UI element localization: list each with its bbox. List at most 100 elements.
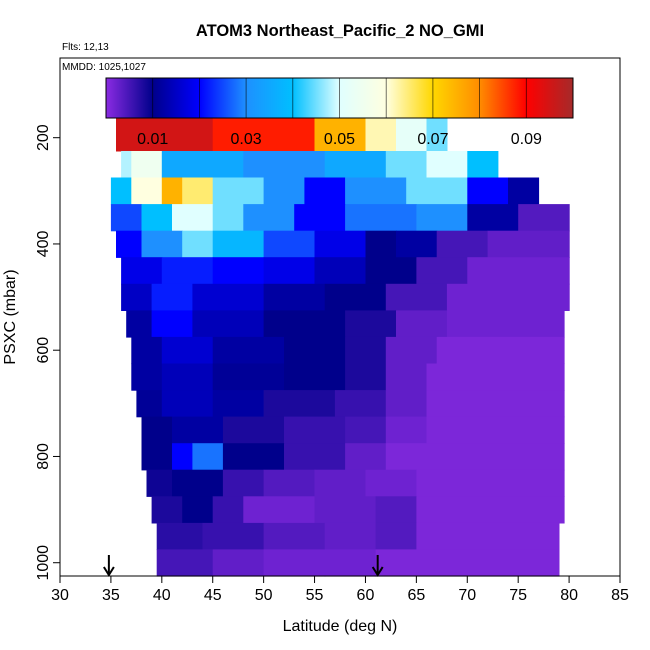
heatmap-cell bbox=[146, 469, 173, 497]
heatmap-cell bbox=[116, 116, 214, 152]
x-tick-label: 60 bbox=[357, 587, 375, 604]
colorbar: 0.01 0.03 0.05 0.07 0.09 bbox=[105, 77, 574, 148]
x-tick-label: 65 bbox=[407, 587, 425, 604]
heatmap-cell bbox=[202, 522, 265, 551]
heatmap-cell bbox=[304, 177, 346, 205]
heatmap-cell bbox=[314, 116, 366, 152]
colorbar-tick-label: 0.01 bbox=[137, 131, 168, 148]
heatmap-cell bbox=[182, 177, 214, 205]
heatmap-cell bbox=[416, 522, 560, 551]
y-tick-label: 400 bbox=[35, 231, 52, 258]
heatmap-cell bbox=[385, 336, 438, 365]
colorbar-tick-labels: 0.01 0.03 0.05 0.07 0.09 bbox=[137, 131, 542, 148]
heatmap-cell bbox=[212, 549, 265, 577]
y-tick-label: 200 bbox=[35, 124, 52, 151]
latitude-arrows bbox=[103, 555, 384, 577]
heatmap-cell bbox=[172, 469, 224, 497]
chart-title: ATOM3 Northeast_Pacific_2 NO_GMI bbox=[196, 22, 484, 40]
heatmap-cell bbox=[212, 177, 265, 205]
heatmap-cell bbox=[151, 283, 193, 311]
heatmap-cell bbox=[141, 416, 173, 444]
heatmap-cell bbox=[314, 230, 366, 258]
date-note: MMDD: 1025,1027 bbox=[62, 62, 146, 73]
heatmap-cell bbox=[508, 177, 540, 205]
heatmap-cell bbox=[324, 151, 387, 179]
heatmap-cell bbox=[243, 496, 316, 524]
heatmap-cell bbox=[416, 204, 468, 232]
heatmap-cell bbox=[110, 177, 132, 205]
heatmap-cell bbox=[416, 257, 468, 285]
heatmap-cell bbox=[467, 151, 499, 179]
x-tick-label: 80 bbox=[560, 587, 578, 604]
heatmap-cell bbox=[121, 257, 163, 285]
heatmap-cell bbox=[436, 336, 565, 365]
heatmap-cell bbox=[156, 522, 204, 551]
x-tick-label: 50 bbox=[255, 587, 273, 604]
x-tick-label: 45 bbox=[204, 587, 222, 604]
heatmap-cell bbox=[141, 230, 183, 258]
y-tick-label: 1000 bbox=[35, 545, 52, 581]
heatmap-cell bbox=[182, 496, 214, 524]
x-axis-label: Latitude (deg N) bbox=[283, 618, 398, 635]
heatmap-cell bbox=[192, 283, 265, 311]
heatmap-cell bbox=[212, 257, 265, 285]
x-tick-label: 85 bbox=[611, 587, 629, 604]
heatmap-cell bbox=[263, 310, 346, 338]
heatmap-cell bbox=[121, 151, 132, 179]
heatmap-cell bbox=[334, 390, 387, 418]
heatmap-cell bbox=[345, 416, 387, 444]
heatmap-cell bbox=[172, 416, 224, 444]
heatmap-cell bbox=[263, 257, 316, 285]
heatmap-cell bbox=[436, 230, 489, 258]
y-axis-label: PSXC (mbar) bbox=[2, 269, 19, 364]
heatmap-cell bbox=[518, 204, 570, 232]
heatmap-cell bbox=[396, 116, 428, 152]
colorbar-tick-label: 0.07 bbox=[417, 131, 448, 148]
heatmap-cell bbox=[151, 496, 183, 524]
heatmap-cell bbox=[324, 522, 377, 551]
heatmap-cell bbox=[161, 257, 214, 285]
y-tick-label: 800 bbox=[35, 443, 52, 470]
heatmap-cell bbox=[365, 116, 397, 152]
heatmap-cell bbox=[284, 443, 346, 471]
heatmap-cell bbox=[222, 443, 285, 471]
heatmap-cell bbox=[365, 257, 417, 285]
heatmap-cell bbox=[426, 363, 565, 391]
flights-note: Flts: 12,13 bbox=[62, 42, 109, 53]
heatmap-cell bbox=[212, 390, 265, 418]
heatmap-cell bbox=[467, 257, 570, 285]
heatmap-cell bbox=[406, 177, 468, 205]
heatmap-cell bbox=[426, 416, 565, 444]
heatmap-cell bbox=[314, 496, 377, 524]
heatmap-cell bbox=[263, 230, 316, 258]
heatmap-cell bbox=[131, 363, 163, 391]
heatmap-cell bbox=[467, 177, 509, 205]
heatmap-cell bbox=[294, 204, 346, 232]
colorbar-dividers bbox=[152, 78, 527, 118]
colorbar-tick-label: 0.03 bbox=[231, 131, 262, 148]
heatmap-cell bbox=[324, 549, 377, 577]
x-tick-label: 40 bbox=[153, 587, 171, 604]
heatmap-cell bbox=[212, 363, 285, 391]
heatmap-cell bbox=[396, 310, 448, 338]
x-tick-label: 35 bbox=[102, 587, 120, 604]
heatmap-cell bbox=[263, 469, 316, 497]
heatmap-cell bbox=[426, 151, 468, 179]
heatmap-cell bbox=[375, 496, 417, 524]
heatmap-cell bbox=[385, 390, 428, 418]
heatmap-cell bbox=[324, 283, 387, 311]
heatmap-cell bbox=[314, 257, 366, 285]
heatmap-cell bbox=[467, 204, 519, 232]
heatmap-cell bbox=[385, 416, 428, 444]
heatmap-cell bbox=[131, 177, 163, 205]
heatmap-cell bbox=[110, 204, 142, 232]
heatmap-cell bbox=[161, 177, 183, 205]
heatmap-cell bbox=[263, 390, 336, 418]
heatmap-cell bbox=[345, 443, 387, 471]
heatmap-cell bbox=[416, 496, 565, 524]
heatmap-cell bbox=[121, 283, 153, 311]
heatmap-cell bbox=[212, 496, 244, 524]
x-axis: 30 35 40 45 50 55 60 65 70 75 80 85 bbox=[51, 575, 629, 604]
heatmap-cell bbox=[212, 116, 316, 152]
arrow-head bbox=[103, 566, 115, 577]
